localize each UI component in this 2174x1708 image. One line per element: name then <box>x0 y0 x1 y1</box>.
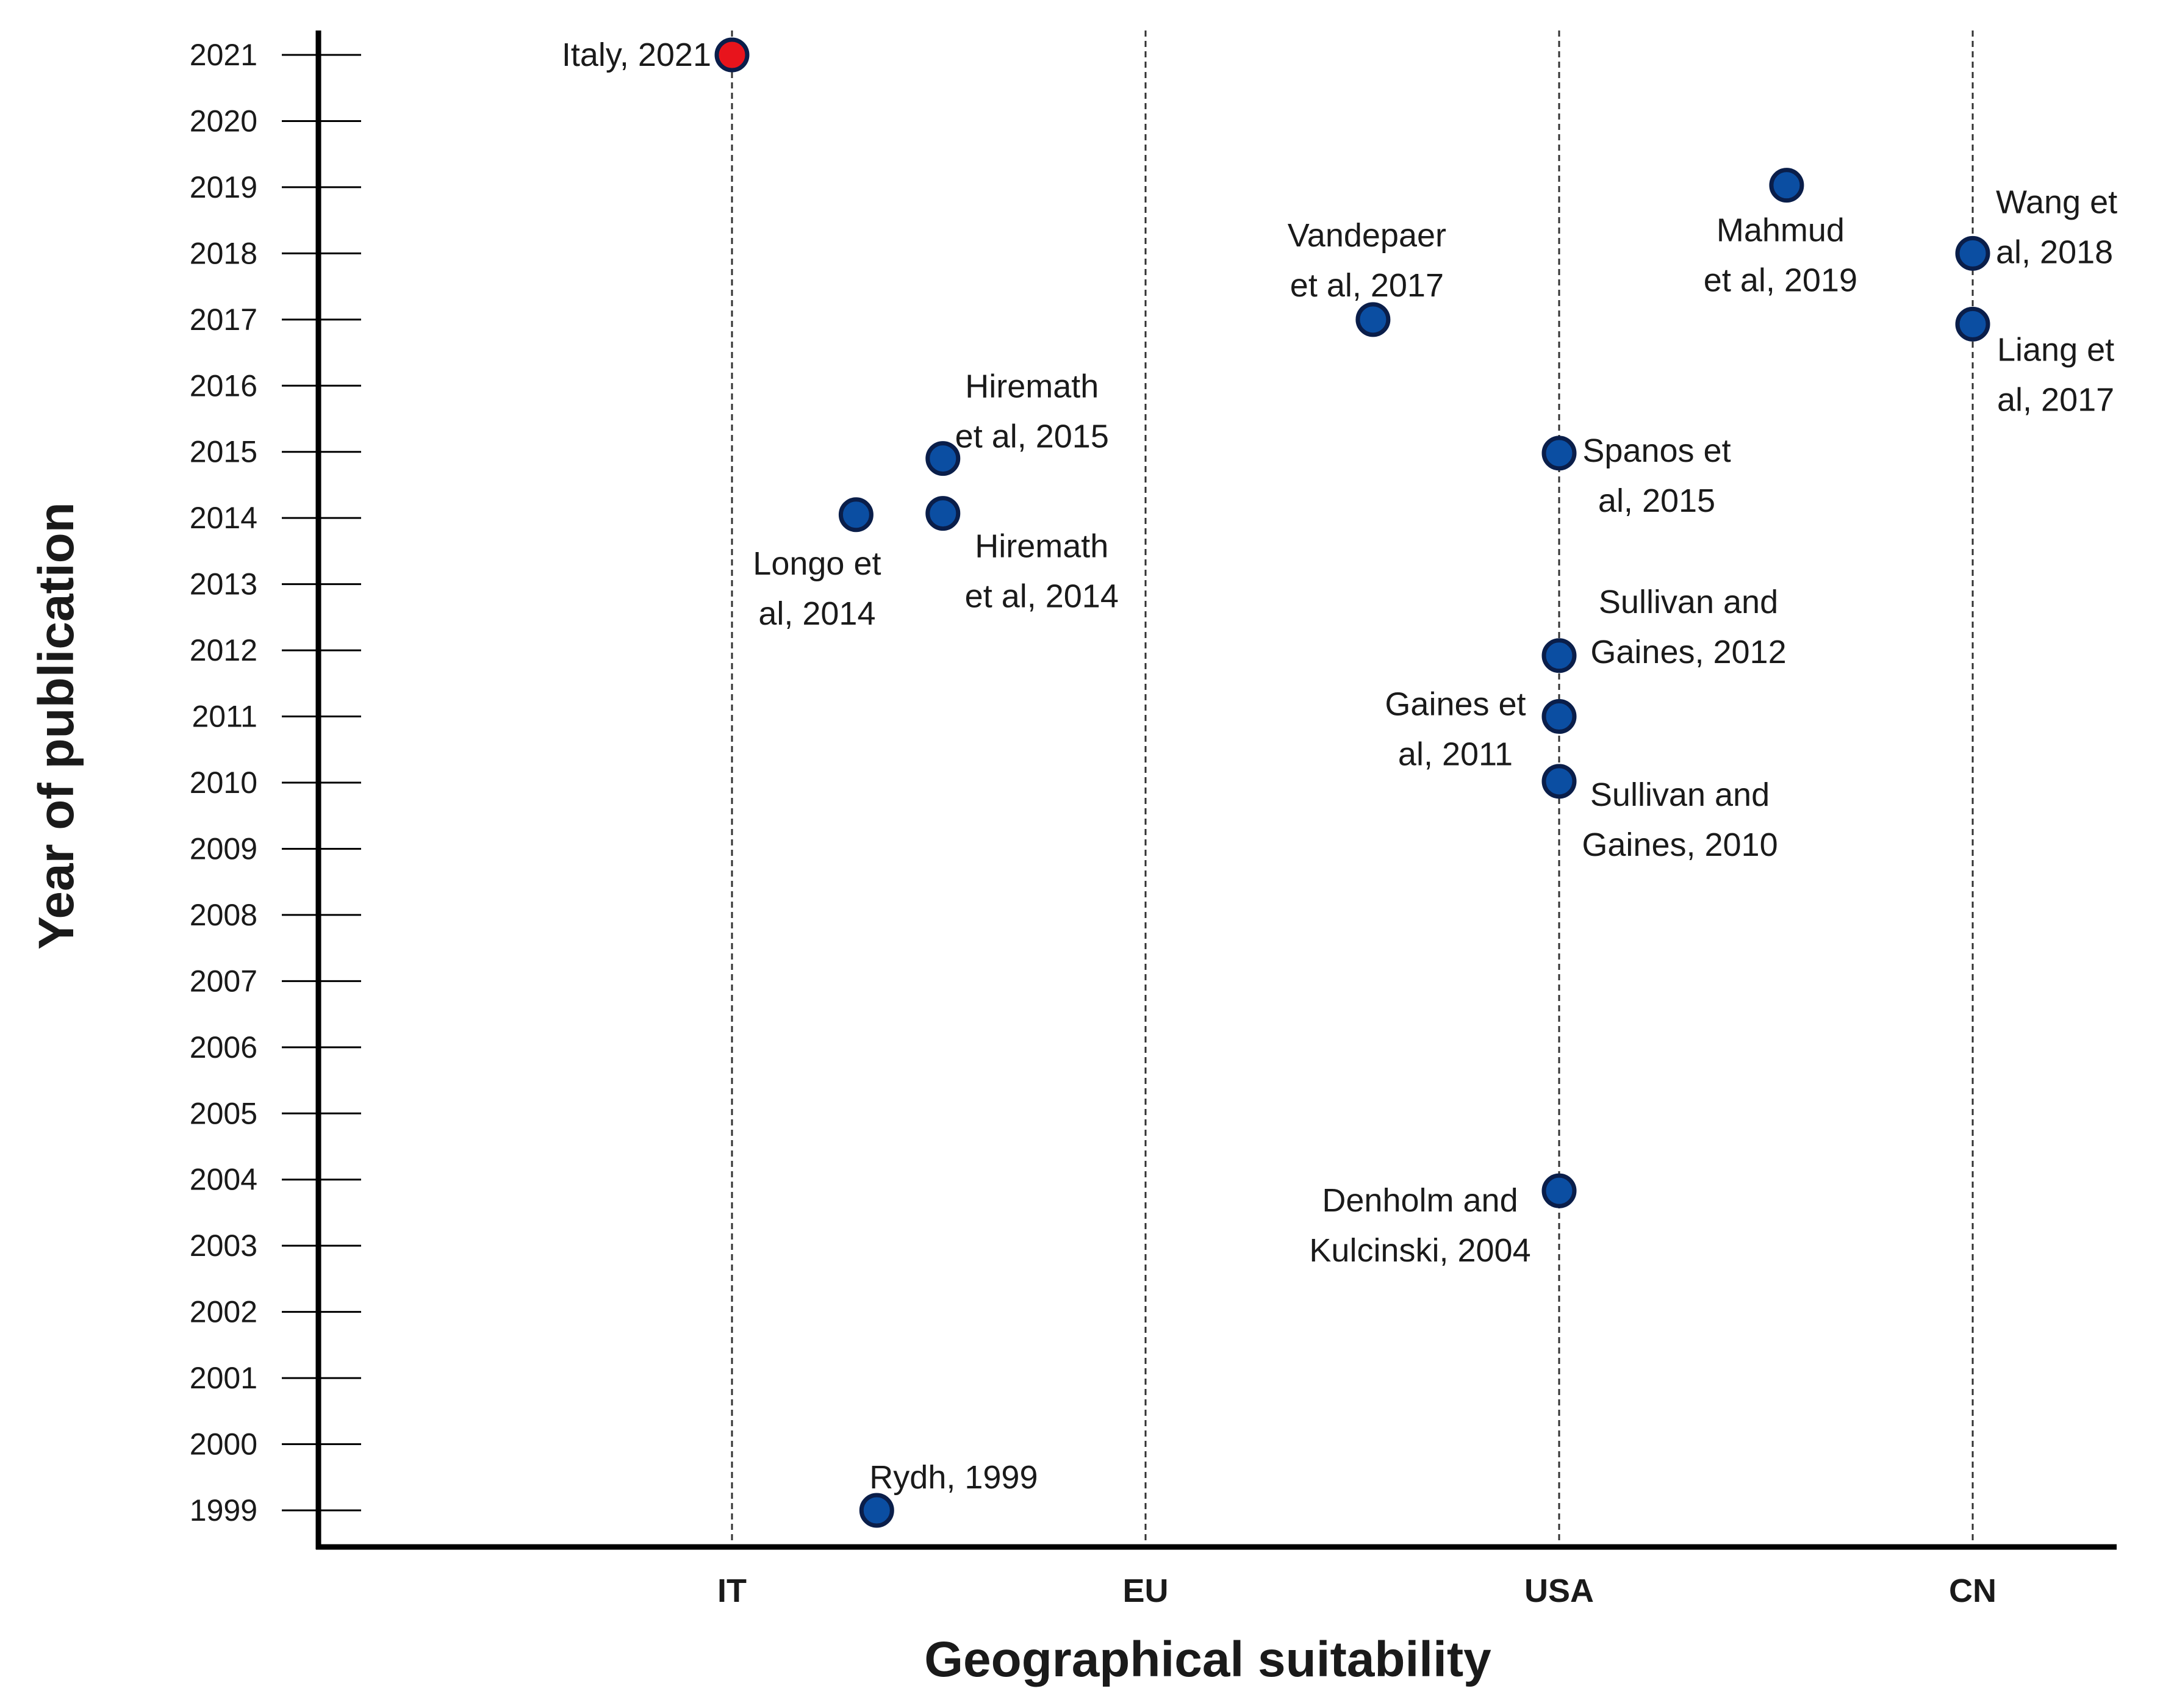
y-tick-label-2006: 2006 <box>190 1030 257 1064</box>
axes <box>315 30 2117 1550</box>
y-tick-label-2018: 2018 <box>190 236 257 270</box>
y-tick-label-2009: 2009 <box>190 831 257 866</box>
x-category-labels: IT EU USA CN <box>717 1573 1996 1609</box>
point-label-hiremath-2014-line-2: et al, 2014 <box>965 578 1119 615</box>
point-label-hiremath-2015-line-1: Hiremath <box>965 368 1099 405</box>
point-mahmud-2019 <box>1769 168 1804 203</box>
x-category-label-it: IT <box>717 1573 747 1609</box>
y-tick-label-2010: 2010 <box>190 766 257 800</box>
x-category-label-usa: USA <box>1524 1573 1594 1609</box>
point-vandepaer-2017 <box>1355 302 1391 337</box>
point-label-liang-2017-line-2: al, 2017 <box>1997 381 2114 418</box>
y-tick-label-2000: 2000 <box>190 1427 257 1462</box>
point-label-sullivan-2010-line-1: Sullivan and <box>1590 777 1770 813</box>
y-tick-label-2003: 2003 <box>190 1229 257 1263</box>
point-sullivan-2010 <box>1541 764 1577 799</box>
point-label-rydh-1999: Rydh, 1999 <box>869 1459 1038 1496</box>
y-tick-label-2019: 2019 <box>190 170 257 204</box>
point-italy-2021 <box>714 37 750 73</box>
point-longo-2014 <box>838 497 874 533</box>
x-axis-title: Geographical suitability <box>924 1632 1491 1687</box>
point-label-wang-2018-line-1: Wang et <box>1996 184 2117 220</box>
point-label-gaines-2011-line-2: al, 2011 <box>1398 736 1513 773</box>
y-tick-label-2012: 2012 <box>190 633 257 667</box>
point-label-denholm-2004-line-1: Denholm and <box>1322 1182 1518 1219</box>
y-tick-label-2013: 2013 <box>190 567 257 601</box>
point-label-hiremath-2015-line-2: et al, 2015 <box>955 418 1109 455</box>
y-tick-label-2014: 2014 <box>190 501 257 535</box>
point-wang-2018 <box>1955 235 1990 271</box>
y-tick-label-2001: 2001 <box>190 1361 257 1395</box>
point-label-mahmud-2019-line-1: Mahmud <box>1717 212 1845 249</box>
point-hiremath-2014 <box>925 496 961 531</box>
y-tick-label-2015: 2015 <box>190 435 257 469</box>
point-label-longo-2014-line-1: Longo et <box>753 545 881 582</box>
y-axis-title: Year of publication <box>29 502 84 950</box>
point-label-sullivan-2012-line-2: Gaines, 2012 <box>1590 634 1786 670</box>
y-tick-label-2021: 2021 <box>190 38 257 72</box>
y-tick-label-2017: 2017 <box>190 303 257 337</box>
point-label-mahmud-2019-line-2: et al, 2019 <box>1704 262 1857 299</box>
point-label-hiremath-2014-line-1: Hiremath <box>975 528 1108 565</box>
y-tick-label-2005: 2005 <box>190 1096 257 1130</box>
point-label-sullivan-2010-line-2: Gaines, 2010 <box>1582 827 1778 863</box>
point-label-liang-2017-line-1: Liang et <box>1997 331 2114 368</box>
y-ticks: 2021 2020 2019 2018 2017 2016 2015 2014 2013 2012… <box>190 38 361 1527</box>
point-label-vandepaer-2017-line-2: et al, 2017 <box>1290 267 1444 304</box>
y-tick-label-2004: 2004 <box>190 1163 257 1197</box>
point-label-vandepaer-2017-line-1: Vandepaer <box>1288 217 1446 254</box>
point-label-wang-2018-line-2: al, 2018 <box>1996 234 2113 270</box>
point-denholm-2004 <box>1541 1173 1577 1208</box>
x-category-label-eu: EU <box>1122 1573 1168 1609</box>
x-category-label-cn: CN <box>1949 1573 1996 1609</box>
point-label-longo-2014-line-2: al, 2014 <box>758 595 875 632</box>
y-tick-label-1999: 1999 <box>190 1493 257 1527</box>
y-tick-label-2011: 2011 <box>192 700 257 734</box>
point-rydh-1999 <box>859 1493 894 1528</box>
point-label-sullivan-2012-line-1: Sullivan and <box>1599 584 1778 620</box>
y-tick-label-2016: 2016 <box>190 368 257 403</box>
point-gaines-2011 <box>1541 699 1577 734</box>
point-liang-2017 <box>1955 306 1990 342</box>
y-tick-label-2002: 2002 <box>190 1295 257 1329</box>
point-label-spanos-2015-line-1: Spanos et <box>1582 432 1731 469</box>
point-label-gaines-2011-line-1: Gaines et <box>1385 686 1526 723</box>
point-label-denholm-2004-line-2: Kulcinski, 2004 <box>1309 1232 1530 1269</box>
point-sullivan-2012 <box>1541 638 1577 673</box>
point-label-italy-2021: Italy, 2021 <box>562 37 711 73</box>
data-points <box>714 37 1990 1528</box>
point-hiremath-2015 <box>925 441 961 476</box>
point-label-spanos-2015-line-2: al, 2015 <box>1598 483 1715 519</box>
category-gridlines <box>731 30 1974 1545</box>
y-tick-label-2008: 2008 <box>190 898 257 932</box>
point-labels: Italy, 2021 Rydh, 1999 Longo et al, 2014 Hir… <box>562 37 2117 1496</box>
y-tick-label-2020: 2020 <box>190 104 257 138</box>
point-spanos-2015 <box>1541 436 1577 471</box>
y-tick-label-2007: 2007 <box>190 964 257 998</box>
